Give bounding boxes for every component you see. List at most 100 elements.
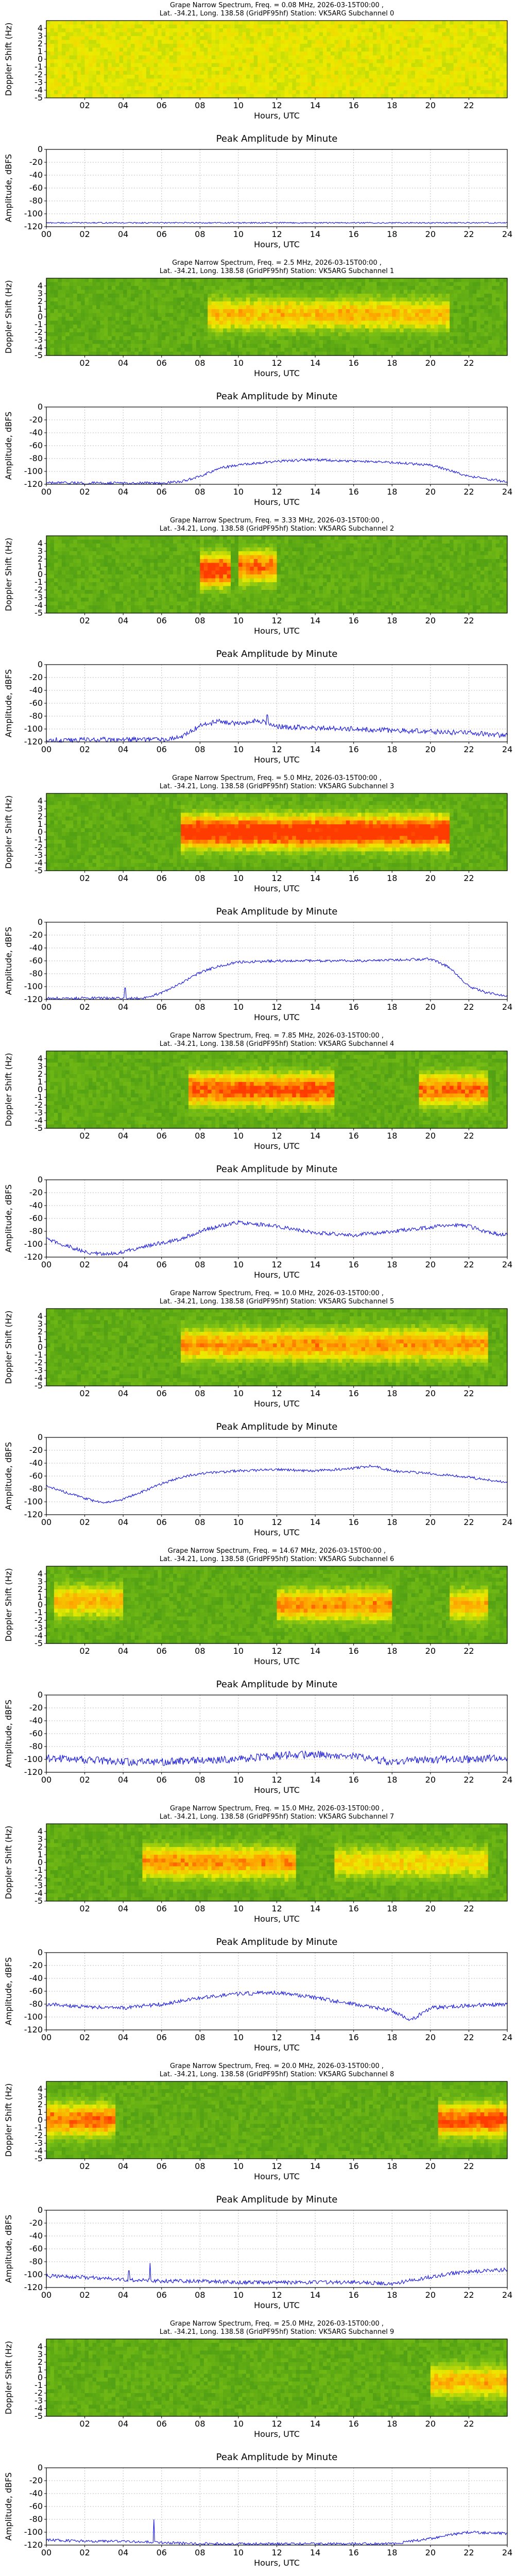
y-tick-label: -1 bbox=[35, 62, 43, 72]
y-tick-label: 0 bbox=[38, 1432, 43, 1442]
y-axis-label: Doppler Shift (Hz) bbox=[4, 1311, 13, 1384]
y-tick-label: -100 bbox=[24, 981, 43, 991]
x-tick-label: 08 bbox=[195, 2419, 205, 2429]
y-tick-label: 3 bbox=[38, 1319, 43, 1329]
spectrogram-cells bbox=[46, 793, 508, 871]
x-tick-label: 06 bbox=[157, 1002, 167, 1012]
y-tick-label: -60 bbox=[29, 1728, 43, 1738]
x-tick-label: 16 bbox=[348, 358, 358, 368]
y-tick-label: -80 bbox=[29, 711, 43, 721]
y-tick-label: 4 bbox=[38, 1311, 43, 1321]
x-tick-label: 20 bbox=[425, 1002, 436, 1012]
y-tick-label: 1 bbox=[38, 2365, 43, 2375]
x-tick-label: 14 bbox=[310, 2032, 320, 2042]
amplitude-chart: Peak Amplitude by Minute 00 02 04 06 08 10 12 14… bbox=[4, 1679, 512, 1795]
chart-title: Peak Amplitude by Minute bbox=[216, 1164, 338, 1175]
x-tick-label: 18 bbox=[387, 744, 397, 754]
x-tick-label: 10 bbox=[233, 2419, 244, 2429]
x-tick-label: 08 bbox=[195, 2161, 205, 2171]
y-tick-label: 2 bbox=[38, 1069, 43, 1079]
x-tick-label: 16 bbox=[348, 1131, 358, 1141]
x-tick-label: 00 bbox=[41, 2290, 52, 2300]
y-tick-label: -3 bbox=[35, 77, 43, 87]
x-tick-label: 10 bbox=[233, 1131, 244, 1141]
y-axis-label: Doppler Shift (Hz) bbox=[4, 1826, 13, 1900]
x-tick-label: 04 bbox=[118, 2419, 128, 2429]
x-axis-label: Hours, UTC bbox=[254, 1270, 300, 1280]
y-tick-label: -120 bbox=[24, 1510, 43, 1519]
x-axis-label: Hours, UTC bbox=[254, 240, 300, 249]
x-tick-label: 16 bbox=[348, 2032, 358, 2042]
x-tick-label: 04 bbox=[118, 2290, 128, 2300]
x-tick-label: 06 bbox=[157, 2032, 167, 2042]
x-tick-label: 10 bbox=[233, 2032, 244, 2042]
spectrum-panel: Grape Narrow Spectrum, Freq. = 20.0 MHz,… bbox=[0, 2061, 515, 2190]
x-tick-label: 20 bbox=[425, 2548, 436, 2557]
y-tick-label: -40 bbox=[29, 1973, 43, 1983]
y-tick-label: 3 bbox=[38, 31, 43, 41]
y-axis-label: Amplitude, dBFS bbox=[4, 412, 13, 480]
x-tick-label: 18 bbox=[387, 2032, 397, 2042]
x-tick-label: 20 bbox=[425, 873, 436, 883]
x-tick-label: 12 bbox=[271, 1775, 282, 1785]
y-tick-label: 2 bbox=[38, 39, 43, 48]
x-tick-label: 08 bbox=[195, 1646, 205, 1656]
x-tick-label: 22 bbox=[464, 2161, 474, 2171]
x-tick-label: 02 bbox=[79, 229, 90, 239]
spectrum-chart: Grape Narrow Spectrum, Freq. = 5.0 MHz, … bbox=[4, 774, 508, 893]
y-tick-label: -20 bbox=[29, 1445, 43, 1455]
x-tick-label: 22 bbox=[464, 1260, 474, 1269]
y-tick-label: -120 bbox=[24, 2025, 43, 2035]
spectrogram-cells bbox=[46, 2339, 508, 2417]
y-tick-label: 0 bbox=[38, 54, 43, 64]
y-tick-label: 0 bbox=[38, 917, 43, 927]
y-tick-label: -40 bbox=[29, 170, 43, 180]
x-tick-label: 22 bbox=[464, 1131, 474, 1141]
x-tick-label: 06 bbox=[157, 744, 167, 754]
x-tick-label: 10 bbox=[233, 487, 244, 497]
y-axis-label: Doppler Shift (Hz) bbox=[4, 538, 13, 612]
x-tick-label: 14 bbox=[310, 1904, 320, 1913]
x-tick-label: 10 bbox=[233, 1775, 244, 1785]
y-tick-label: 2 bbox=[38, 296, 43, 306]
x-tick-label: 14 bbox=[310, 2548, 320, 2557]
y-tick-label: 0 bbox=[38, 1857, 43, 1867]
x-tick-label: 18 bbox=[387, 487, 397, 497]
chart-title: Peak Amplitude by Minute bbox=[216, 2452, 338, 2463]
x-tick-label: 24 bbox=[502, 1517, 512, 1527]
y-tick-label: 0 bbox=[38, 312, 43, 321]
x-tick-label: 04 bbox=[118, 487, 128, 497]
y-tick-label: -1 bbox=[35, 319, 43, 329]
x-tick-label: 06 bbox=[157, 1775, 167, 1785]
y-tick-label: -1 bbox=[35, 1607, 43, 1617]
spectrum-panel: Grape Narrow Spectrum, Freq. = 15.0 MHz,… bbox=[0, 1803, 515, 1932]
plot-frame bbox=[46, 664, 508, 742]
x-tick-label: 16 bbox=[348, 1517, 358, 1527]
x-tick-label: 06 bbox=[157, 616, 167, 625]
x-tick-label: 04 bbox=[118, 1002, 128, 1012]
y-tick-label: -40 bbox=[29, 428, 43, 437]
x-tick-label: 16 bbox=[348, 1260, 358, 1269]
x-tick-label: 08 bbox=[195, 616, 205, 625]
x-tick-label: 02 bbox=[79, 1646, 90, 1656]
spectrogram-cells bbox=[46, 1051, 508, 1129]
x-tick-label: 14 bbox=[310, 487, 320, 497]
y-tick-label: -5 bbox=[35, 350, 43, 360]
y-tick-label: 1 bbox=[38, 1592, 43, 1602]
y-tick-label: -120 bbox=[24, 2282, 43, 2292]
x-axis-label: Hours, UTC bbox=[254, 2429, 300, 2439]
y-tick-label: -3 bbox=[35, 850, 43, 860]
x-tick-label: 06 bbox=[157, 1517, 167, 1527]
x-tick-label: 02 bbox=[79, 744, 90, 754]
x-tick-label: 10 bbox=[233, 100, 244, 110]
x-tick-label: 14 bbox=[310, 1775, 320, 1785]
x-axis-label: Hours, UTC bbox=[254, 2558, 300, 2568]
x-tick-label: 22 bbox=[464, 2032, 474, 2042]
x-tick-label: 18 bbox=[387, 358, 397, 368]
y-tick-label: -80 bbox=[29, 196, 43, 206]
amplitude-chart: Peak Amplitude by Minute 00 02 04 06 08 10 12 14… bbox=[4, 649, 512, 765]
y-axis-label: Amplitude, dBFS bbox=[4, 1700, 13, 1768]
x-tick-label: 16 bbox=[348, 616, 358, 625]
x-tick-label: 04 bbox=[118, 1646, 128, 1656]
x-tick-label: 12 bbox=[271, 1260, 282, 1269]
